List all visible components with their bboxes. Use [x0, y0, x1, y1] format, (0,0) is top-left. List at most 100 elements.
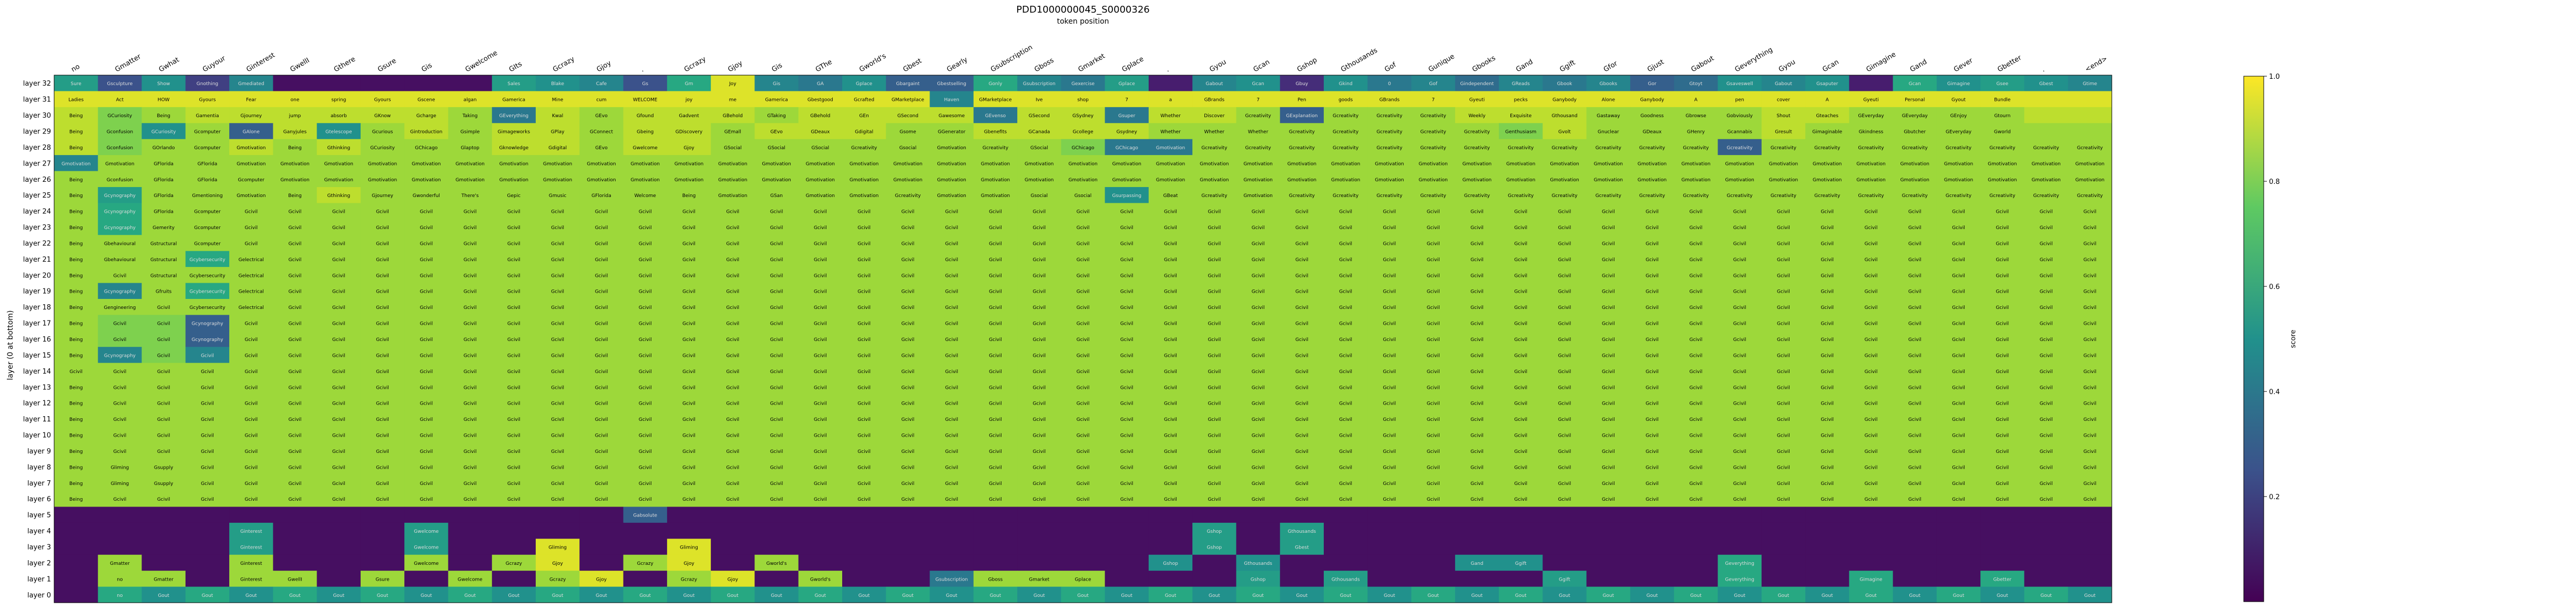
heatmap-cell	[1586, 522, 1631, 539]
heatmap-cell	[185, 155, 230, 172]
cell-token-label: shop	[1077, 98, 1089, 103]
cell-token-label: Gcivil	[1952, 433, 1965, 439]
cell-token-label: Gcivil	[1514, 481, 1527, 487]
cell-token-label: Gcivil	[332, 449, 345, 455]
x-tick-label: no	[70, 63, 81, 74]
cell-token-label: Gcivil	[1689, 273, 1702, 278]
cell-token-label: Gcivil	[1777, 353, 1790, 358]
cell-token-label: Gmotivation	[1725, 178, 1754, 183]
cell-token-label: Gcivil	[1777, 322, 1790, 327]
cell-token-label: Gcivil	[464, 433, 477, 439]
cell-token-label: Gsculpture	[107, 81, 133, 87]
heatmap-cell	[1630, 203, 1674, 220]
cell-token-label: Gcivil	[639, 273, 652, 278]
heatmap-cell	[536, 235, 580, 252]
heatmap-cell	[1017, 139, 1061, 156]
cell-token-label: Gbestselling	[937, 81, 966, 87]
cell-token-label: Gcynography	[104, 193, 136, 199]
heatmap-cell	[1148, 139, 1193, 156]
heatmap-cell	[1761, 107, 1806, 123]
cell-token-label: Gcivil	[1077, 353, 1090, 358]
x-tick-label: Gis	[420, 61, 433, 74]
heatmap-cell	[54, 171, 98, 188]
heatmap-cell	[711, 283, 755, 300]
cell-token-label: Gbehavioural	[104, 241, 136, 246]
heatmap-cell	[1936, 267, 1981, 284]
cell-token-label: Gcivil	[595, 385, 608, 390]
cell-token-label: Gcivil	[2083, 290, 2097, 295]
cell-token-label: Exquisite	[1510, 113, 1532, 119]
cell-token-label: Gcivil	[770, 385, 783, 390]
cell-token-label: Gcivil	[1733, 401, 1746, 407]
heatmap-cell	[185, 267, 230, 284]
heatmap-cell	[229, 203, 273, 220]
heatmap-cell	[98, 107, 142, 123]
heatmap-cell	[54, 75, 98, 91]
heatmap-cell	[623, 267, 668, 284]
y-tick-label: layer 7	[27, 480, 51, 488]
cell-token-label: Gcivil	[857, 257, 871, 263]
heatmap-cell	[1499, 235, 1543, 252]
x-tick-label: Gcrazy	[551, 55, 576, 74]
cell-token-label: Gjoy	[728, 577, 739, 582]
heatmap-cell	[973, 75, 1018, 91]
cell-token-label: GTaking	[767, 113, 785, 119]
heatmap-cell	[185, 75, 230, 91]
heatmap-cell	[360, 298, 405, 315]
cell-token-label: Gcivil	[1777, 385, 1790, 390]
heatmap-cell	[492, 507, 536, 523]
heatmap-cell	[492, 235, 536, 252]
heatmap-cell	[98, 235, 142, 252]
cell-token-label: Gsaputer	[1816, 81, 1838, 87]
cell-token-label: Gcivil	[1645, 273, 1659, 278]
heatmap-cell	[2068, 171, 2112, 188]
cell-token-label: Gout	[1077, 593, 1089, 598]
heatmap-cell	[2068, 75, 2112, 91]
cell-token-label: Gcivil	[1427, 322, 1440, 327]
heatmap-cell	[711, 91, 755, 108]
cell-token-label: Gcivil	[989, 401, 1002, 407]
heatmap-cell	[579, 507, 624, 523]
cell-token-label: Gcivil	[1514, 290, 1527, 295]
heatmap-cell	[1893, 203, 1937, 220]
cell-token-label: Gcreativity	[1727, 146, 1753, 151]
heatmap-cell	[798, 155, 843, 172]
heatmap-cells: Sure Gsculpture Show Gnothing Gmediated Sales…	[54, 75, 2112, 603]
heatmap-cell	[98, 75, 142, 91]
heatmap-cell	[1411, 539, 1456, 555]
cell-token-label: Gcivil	[376, 401, 389, 407]
cell-token-label: Gcivil	[420, 401, 433, 407]
heatmap-cell	[1192, 171, 1236, 188]
cell-token-label: Gcivil	[1996, 417, 2009, 422]
cell-token-label: Gcivil	[1733, 210, 1746, 215]
cell-token-label: Ginterest	[240, 577, 262, 582]
cell-token-label: Haven	[944, 98, 959, 103]
cell-token-label: Taking	[462, 113, 478, 119]
cell-token-label: Ginterest	[240, 545, 262, 551]
cell-token-label: Gcivil	[814, 433, 827, 439]
cell-token-label: GSydney	[1072, 113, 1094, 119]
heatmap-cell	[1542, 251, 1587, 267]
cell-token-label: Gcivil	[1865, 322, 1878, 327]
heatmap-cell	[1805, 571, 1849, 587]
x-tick-label: GwellI	[289, 57, 311, 74]
cell-token-label: Gcivil	[289, 257, 302, 263]
heatmap-cell	[54, 298, 98, 315]
heatmap-cell	[1061, 283, 1106, 300]
heatmap-cell	[842, 571, 886, 587]
heatmap-cell	[754, 507, 799, 523]
cell-token-label: GSecond	[897, 113, 918, 119]
x-axis-label: token position	[1057, 17, 1109, 26]
cell-token-label: Gwelcome	[458, 577, 483, 582]
cell-token-label: Gcivil	[1602, 465, 1615, 470]
cell-token-label: Gcivil	[1077, 385, 1090, 390]
heatmap-cell	[141, 539, 186, 555]
cell-token-label: Gcreativity	[1946, 193, 1972, 199]
cell-token-label: Gmotivation	[62, 161, 90, 167]
cell-token-label: Gcivil	[157, 401, 170, 407]
heatmap-cell	[1674, 91, 1719, 108]
cell-token-label: Gtourn	[1994, 113, 2010, 119]
cell-token-label: Gcivil	[945, 433, 958, 439]
x-tick-label: Gthousands	[1340, 47, 1379, 74]
cell-token-label: Gcivil	[420, 257, 433, 263]
